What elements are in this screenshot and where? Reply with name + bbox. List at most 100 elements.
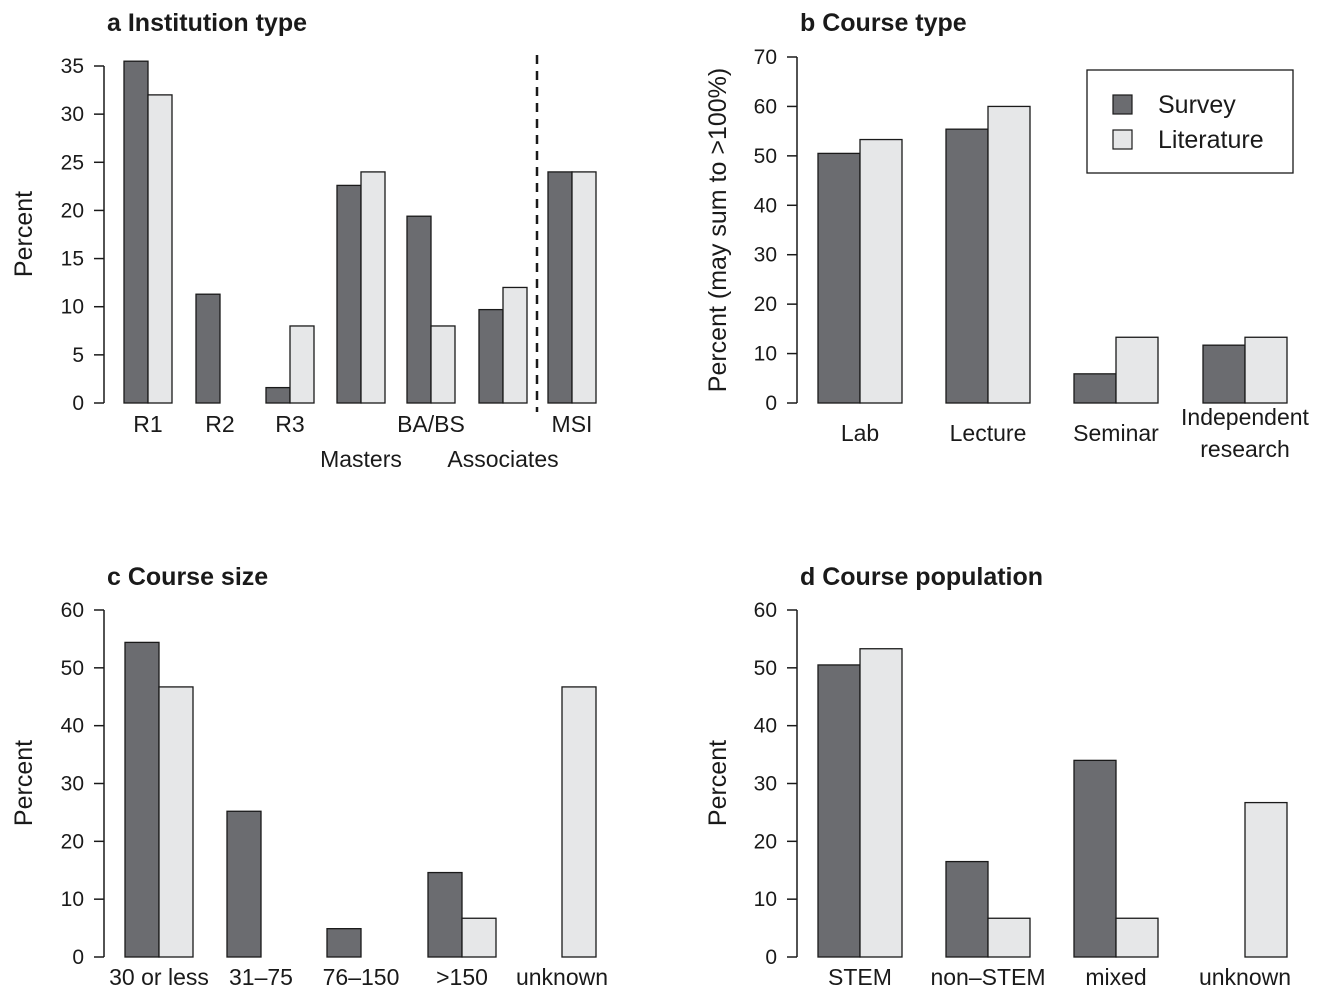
category-label: 31–75 [229,964,293,990]
survey-bar [1073,759,1117,958]
panel-a-bar-group [547,171,597,404]
panel-b-bar-group [1073,336,1159,404]
y-tick-label: 10 [754,343,777,366]
survey-bar [195,293,221,404]
literature-bar [561,686,597,958]
survey-bar [427,871,463,958]
literature-bar [1115,917,1159,958]
panel-a-y-axis: 0 5 10 15 20 25 30 35 [61,55,105,415]
y-tick-label: 20 [754,830,777,853]
panel-b: b Course type Percent (may sum to >100%) 0… [704,9,1310,462]
y-tick-label: 25 [61,151,84,174]
survey-bar [817,152,861,404]
y-tick-label: 0 [72,946,84,969]
y-tick-label: 50 [754,657,777,680]
panel-d-bar-group [1244,801,1288,958]
y-tick-label: 50 [61,657,84,680]
literature-bar [461,917,497,958]
y-tick-label: 10 [754,888,777,911]
panel-a-y-axis-label: Percent [10,191,38,277]
survey-bar [123,60,149,404]
survey-bar [336,184,362,404]
category-label: Lecture [950,420,1027,446]
legend-survey-swatch [1112,94,1133,115]
survey-bar [1073,373,1117,404]
survey-bar [478,308,504,404]
panel-d-title: d Course population [800,563,1043,591]
y-tick-label: 30 [754,244,777,267]
panel-d: d Course population Percent 0 10 20 30 40 50 60 S… [704,563,1291,990]
y-tick-label: 60 [61,599,84,622]
panel-c-title: c Course size [107,563,268,591]
legend-literature-swatch [1112,129,1133,150]
category-label: Independent research [1181,404,1310,462]
panel-a-bar-group [406,215,456,404]
category-label: 30 or less [109,964,209,990]
y-tick-label: 20 [754,293,777,316]
category-label-line: Independent [1181,404,1310,430]
legend-box [1086,69,1294,174]
survey-bar [226,810,262,958]
panel-c: c Course size Percent 0 10 20 30 40 50 60 30 or l… [10,563,608,990]
panel-c-bar-group [226,810,262,958]
y-tick-label: 10 [61,296,84,319]
category-label: >150 [436,964,488,990]
literature-bar [571,171,597,404]
legend-survey-label: Survey [1158,91,1236,119]
panel-b-bar-group [945,105,1031,404]
panel-c-bar-group [427,871,497,958]
category-label: unknown [516,964,608,990]
literature-bar [1115,336,1159,404]
panel-b-title: b Course type [800,9,967,37]
y-tick-label: 30 [754,773,777,796]
panel-d-bar-group [817,648,903,958]
y-tick-label: 40 [754,715,777,738]
panel-c-y-axis: 0 10 20 30 40 50 60 [61,599,105,969]
category-label: 76–150 [323,964,400,990]
literature-bar [158,686,194,958]
panel-b-y-axis: 0 10 20 30 40 50 60 70 [754,46,798,415]
panel-c-y-axis-label: Percent [10,740,38,826]
panel-d-y-axis: 0 10 20 30 40 50 60 [754,599,798,969]
panel-c-bar-group [124,641,194,958]
category-label: Seminar [1073,420,1159,446]
y-tick-label: 40 [754,194,777,217]
y-tick-label: 70 [754,46,777,69]
category-label: STEM [828,964,892,990]
y-tick-label: 35 [61,55,84,78]
panel-d-y-axis-label: Percent [704,740,732,826]
literature-bar [987,917,1031,958]
survey-bar [945,860,989,958]
y-tick-label: 40 [61,715,84,738]
literature-bar [987,105,1031,404]
literature-bar [1244,801,1288,958]
category-label: mixed [1085,964,1146,990]
panel-b-bar-group [1202,336,1288,404]
literature-bar [147,94,173,404]
y-tick-label: 15 [61,248,84,271]
category-label-line: research [1200,436,1289,462]
panel-d-bar-group [945,860,1031,958]
category-label: MSI [552,411,593,437]
panel-c-bar-group [561,686,597,958]
category-label: R2 [205,411,234,437]
category-label: Associates [447,446,558,472]
y-tick-label: 0 [765,946,777,969]
panel-a-bar-group [123,60,173,404]
literature-bar [430,325,456,404]
panel-a-bar-group [195,293,221,404]
literature-bar [1244,336,1288,404]
survey-bar [817,664,861,958]
literature-bar [360,171,386,404]
y-tick-label: 30 [61,773,84,796]
survey-bar [326,928,362,958]
y-tick-label: 50 [754,145,777,168]
panel-a: a Institution type Percent 0 5 10 15 20 25 30 35 R… [10,9,597,472]
survey-bar [124,641,160,958]
literature-bar [502,286,528,404]
panel-a-title: a Institution type [107,9,307,37]
y-tick-label: 10 [61,888,84,911]
panel-c-bar-group [326,928,362,958]
y-tick-label: 60 [754,599,777,622]
